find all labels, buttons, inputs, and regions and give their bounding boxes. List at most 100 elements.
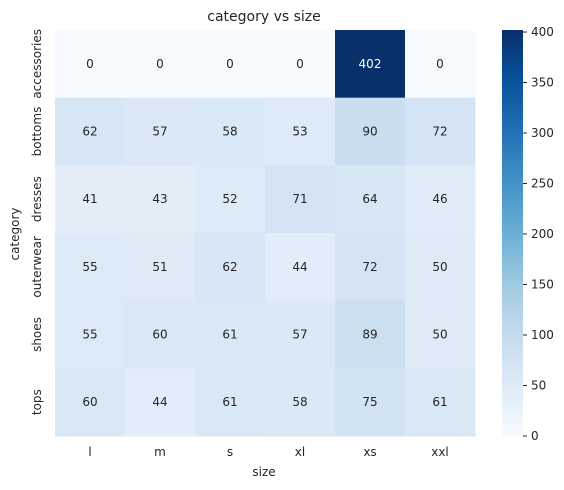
y-tick-label: dresses	[30, 176, 44, 222]
heatmap-cell	[195, 30, 266, 99]
cell-value-label: 41	[82, 192, 97, 206]
cell-value-label: 0	[436, 57, 444, 71]
y-axis-title: category	[8, 207, 22, 260]
heatmap-cell	[265, 30, 336, 99]
y-tick-label: shoes	[30, 317, 44, 352]
cell-value-label: 61	[432, 395, 447, 409]
y-tick-label: bottoms	[30, 107, 44, 157]
colorbar-tick-label: 50	[531, 379, 546, 393]
cell-value-label: 61	[222, 395, 237, 409]
cell-value-label: 55	[82, 328, 97, 342]
heatmap-cell	[125, 368, 196, 437]
x-tick-label: xs	[363, 445, 376, 459]
y-tick-label: accessories	[30, 29, 44, 99]
heatmap-cell	[265, 165, 336, 234]
heatmap-cell	[55, 233, 126, 302]
heatmap-cell	[125, 30, 196, 99]
colorbar-tick-label: 100	[531, 328, 554, 342]
cell-value-label: 55	[82, 260, 97, 274]
colorbar-tick-label: 300	[531, 126, 554, 140]
y-axis-ticks: accessories bottoms dresses outerwear shoes t…	[30, 29, 44, 415]
cell-value-label: 0	[296, 57, 304, 71]
cell-value-label: 62	[82, 125, 97, 139]
cell-value-label: 72	[362, 260, 377, 274]
cell-value-label: 60	[152, 328, 167, 342]
heatmap-cell	[335, 368, 406, 437]
heatmap-cell	[195, 233, 266, 302]
heatmap-cell	[125, 300, 196, 369]
y-tick-label: tops	[30, 389, 44, 415]
cell-value-label: 44	[152, 395, 167, 409]
heatmap-cell	[55, 368, 126, 437]
x-tick-label: xl	[295, 445, 305, 459]
x-axis-title: size	[252, 465, 275, 479]
heatmap-cell	[125, 165, 196, 234]
heatmap-cell	[335, 165, 406, 234]
cell-value-label: 0	[86, 57, 94, 71]
heatmap-cell	[265, 233, 336, 302]
colorbar-tick-label: 350	[531, 76, 554, 90]
cell-value-label: 50	[432, 260, 447, 274]
cell-value-label: 44	[292, 260, 307, 274]
heatmap-cell	[405, 368, 476, 437]
x-tick-label: m	[154, 445, 166, 459]
cell-value-label: 75	[362, 395, 377, 409]
heatmap-cell	[55, 97, 126, 166]
colorbar	[502, 30, 523, 436]
heatmap-cells: 0 0 0 0 402 0 62 57 58 53 90 72 41 43 52 71 64 46 55 51 62 44…	[55, 30, 476, 437]
heatmap-cell	[335, 233, 406, 302]
heatmap-cell	[195, 300, 266, 369]
cell-value-label: 71	[292, 192, 307, 206]
heatmap-cell	[55, 165, 126, 234]
colorbar-tick-label: 250	[531, 177, 554, 191]
colorbar-ticks: 0 50 100 150 200 250 300 350 400	[523, 25, 554, 443]
cell-value-label: 0	[226, 57, 234, 71]
heatmap-cell	[265, 368, 336, 437]
y-tick-label: outerwear	[30, 236, 44, 298]
x-tick-label: l	[88, 445, 91, 459]
cell-value-label: 52	[222, 192, 237, 206]
heatmap-cell	[335, 30, 406, 99]
heatmap-cell	[405, 30, 476, 99]
colorbar-tick-label: 200	[531, 227, 554, 241]
cell-value-label: 90	[362, 125, 377, 139]
cell-value-label: 58	[292, 395, 307, 409]
x-tick-label: xxl	[431, 445, 449, 459]
heatmap-cell	[265, 300, 336, 369]
heatmap-cell	[405, 165, 476, 234]
colorbar-tick-label: 0	[531, 429, 539, 443]
cell-value-label: 57	[292, 328, 307, 342]
heatmap-cell	[125, 233, 196, 302]
x-axis-ticks: l m s xl xs xxl	[88, 445, 448, 459]
cell-value-label: 402	[359, 57, 382, 71]
cell-value-label: 72	[432, 125, 447, 139]
cell-value-label: 60	[82, 395, 97, 409]
heatmap-cell	[195, 97, 266, 166]
colorbar-tick-label: 150	[531, 278, 554, 292]
cell-value-label: 46	[432, 192, 447, 206]
cell-value-label: 53	[292, 125, 307, 139]
heatmap-cell	[335, 300, 406, 369]
cell-value-label: 0	[156, 57, 164, 71]
cell-value-label: 89	[362, 328, 377, 342]
cell-value-label: 61	[222, 328, 237, 342]
cell-value-label: 50	[432, 328, 447, 342]
heatmap-cell	[125, 97, 196, 166]
colorbar-tick-label: 400	[531, 25, 554, 39]
cell-value-label: 64	[362, 192, 377, 206]
heatmap-cell	[335, 97, 406, 166]
x-tick-label: s	[227, 445, 233, 459]
heatmap-cell	[405, 233, 476, 302]
heatmap-cell	[405, 97, 476, 166]
heatmap-cell	[265, 97, 336, 166]
cell-value-label: 43	[152, 192, 167, 206]
cell-value-label: 58	[222, 125, 237, 139]
heatmap-cell	[195, 165, 266, 234]
cell-value-label: 62	[222, 260, 237, 274]
heatmap-cell	[55, 300, 126, 369]
chart-title: category vs size	[207, 9, 321, 25]
heatmap-cell	[55, 30, 126, 99]
heatmap-cell	[195, 368, 266, 437]
cell-value-label: 57	[152, 125, 167, 139]
